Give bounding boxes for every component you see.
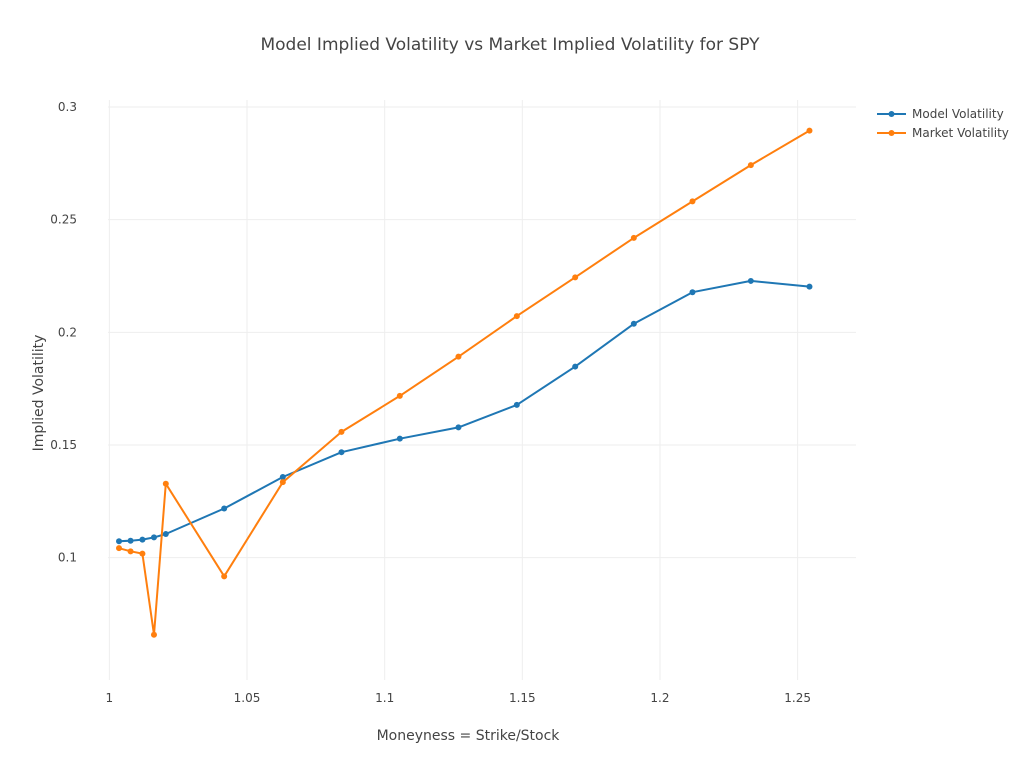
data-point[interactable] (455, 424, 462, 431)
legend[interactable]: Model Volatility Market Volatility (877, 107, 1009, 140)
grid-lines (108, 100, 856, 680)
data-point[interactable] (455, 353, 462, 360)
y-axis-title: Implied Volatility (31, 335, 47, 452)
data-point[interactable] (279, 473, 286, 480)
data-point[interactable] (630, 320, 637, 327)
data-point[interactable] (806, 127, 813, 134)
data-point[interactable] (806, 283, 813, 290)
x-tick-label: 1.1 (375, 691, 394, 705)
data-point[interactable] (279, 479, 286, 486)
x-tick-label: 1.25 (784, 691, 811, 705)
data-point[interactable] (150, 534, 157, 541)
data-point[interactable] (689, 289, 696, 296)
x-tick-label: 1.15 (509, 691, 536, 705)
data-point[interactable] (747, 162, 754, 169)
data-point[interactable] (221, 505, 228, 512)
data-point[interactable] (396, 392, 403, 399)
legend-label: Market Volatility (912, 126, 1009, 140)
series-model-volatility (116, 277, 813, 545)
data-point[interactable] (139, 536, 146, 543)
series-line (118, 279, 810, 543)
legend-item[interactable]: Model Volatility (877, 107, 1004, 121)
data-point[interactable] (127, 537, 134, 544)
chart-title: Model Implied Volatility vs Market Impli… (260, 35, 760, 55)
data-point[interactable] (689, 198, 696, 205)
legend-label: Model Volatility (912, 107, 1004, 121)
data-point[interactable] (396, 435, 403, 442)
x-axis-ticks: 1 1.05 1.1 1.15 1.2 1.25 (106, 691, 811, 705)
legend-swatch-marker (888, 111, 895, 117)
data-point[interactable] (116, 545, 123, 552)
x-tick-label: 1 (106, 691, 114, 705)
y-tick-label: 0.3 (58, 100, 77, 114)
y-tick-label: 0.25 (50, 213, 77, 227)
x-axis-title: Moneyness = Strike/Stock (377, 728, 561, 744)
data-point[interactable] (150, 631, 157, 638)
data-point[interactable] (572, 274, 579, 281)
data-point[interactable] (747, 277, 754, 284)
data-point[interactable] (513, 401, 520, 408)
data-point[interactable] (127, 548, 134, 555)
series-layer (116, 127, 813, 638)
data-point[interactable] (338, 449, 345, 456)
data-point[interactable] (139, 550, 146, 557)
series-line (118, 129, 811, 636)
data-point[interactable] (162, 480, 169, 487)
data-point[interactable] (572, 363, 579, 370)
data-point[interactable] (116, 538, 123, 545)
x-tick-label: 1.2 (650, 691, 669, 705)
y-tick-label: 0.2 (58, 325, 77, 339)
y-tick-label: 0.1 (58, 551, 77, 565)
data-point[interactable] (338, 428, 345, 435)
legend-swatch-marker (888, 130, 895, 136)
y-tick-label: 0.15 (50, 438, 77, 452)
x-tick-label: 1.05 (234, 691, 261, 705)
data-point[interactable] (513, 313, 520, 320)
data-point[interactable] (162, 530, 169, 537)
data-point[interactable] (221, 573, 228, 580)
legend-item[interactable]: Market Volatility (877, 126, 1009, 140)
data-point[interactable] (630, 234, 637, 241)
series-market-volatility (116, 127, 813, 638)
y-axis-ticks: 0.1 0.15 0.2 0.25 0.3 (50, 100, 77, 565)
